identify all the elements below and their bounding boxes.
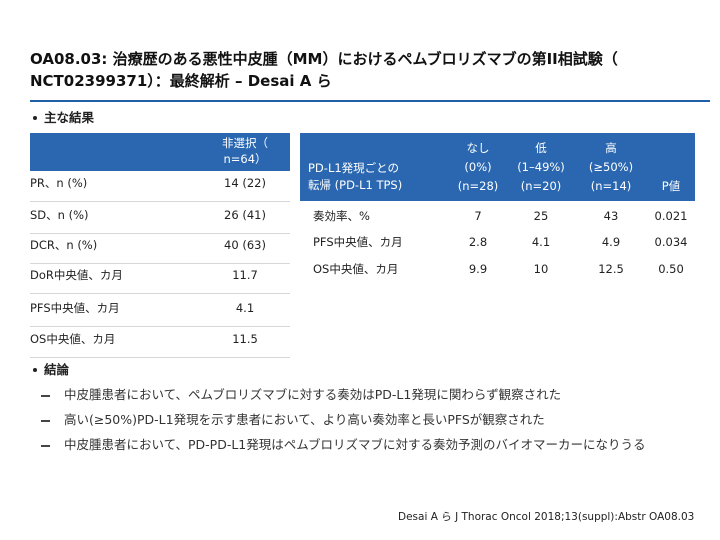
conclusion: 高い(≥50%)PD-L1発現を示す患者において、より高い奏効率と長いPFSが観… xyxy=(64,412,545,427)
cell-value: 12.5 xyxy=(598,262,624,276)
dash xyxy=(41,420,50,422)
footnote: Desai A ら J Thorac Oncol 2018;13(suppl):… xyxy=(398,511,695,523)
header-cell: 非選択（ xyxy=(222,136,268,150)
conclusion: 中皮腫患者において、ペムブロリズマブに対する奏効はPD-L1発現に関わらず観察さ… xyxy=(64,387,562,402)
column-header: (n=20) xyxy=(520,179,562,193)
dash xyxy=(41,395,50,397)
cell-value: 26 (41) xyxy=(224,208,266,222)
cell-value: 10 xyxy=(533,262,549,276)
title-rule xyxy=(30,100,710,102)
bullet xyxy=(33,116,37,120)
row-label: SD、n (%) xyxy=(30,208,89,222)
row-label: PFS中央値、カ月 xyxy=(313,235,403,249)
left-header-bg xyxy=(30,133,290,171)
row-label: OS中央値、カ月 xyxy=(313,262,399,276)
dash xyxy=(41,445,50,447)
column-header: (0%) xyxy=(464,160,492,174)
column-header: 低 xyxy=(535,141,547,155)
cell-value: 25 xyxy=(533,209,549,223)
cell-value: 0.021 xyxy=(654,209,688,223)
right-header-bg xyxy=(300,133,695,201)
row-label: DCR、n (%) xyxy=(30,238,98,252)
cell-value: 2.8 xyxy=(468,235,488,249)
column-header: (1–49%) xyxy=(517,160,565,174)
title-line: NCT02399371）：最終解析 – Desai A ら xyxy=(30,72,332,90)
column-header: (n=14) xyxy=(590,179,632,193)
cell-value: 14 (22) xyxy=(224,176,266,190)
header-cell: n=64） xyxy=(223,152,267,166)
cell-value: 4.9 xyxy=(601,235,621,249)
cell-value: 40 (63) xyxy=(224,238,266,252)
column-header: なし xyxy=(466,141,490,155)
title-line: OA08.03: 治療歴のある悪性中皮腫（MM）におけるペムブロリズマブの第II… xyxy=(30,50,618,68)
row-rule xyxy=(30,357,290,358)
row-rule xyxy=(30,293,290,294)
cell-value: 4.1 xyxy=(235,301,255,315)
row-rule xyxy=(30,326,290,327)
bullet xyxy=(33,368,37,372)
header-cell: 転帰 (PD-L1 TPS) xyxy=(308,178,403,192)
conclusion: 中皮腫患者において、PD-PD-L1発現はペムブロリズマブに対する奏効予測のバイ… xyxy=(64,437,646,452)
row-label: 奏効率、% xyxy=(313,209,370,223)
column-header: P値 xyxy=(661,179,681,193)
column-header: (n=28) xyxy=(457,179,499,193)
row-rule xyxy=(30,263,290,264)
section-heading: 主な結果 xyxy=(44,110,95,125)
cell-value: 11.7 xyxy=(232,268,258,282)
row-rule xyxy=(30,233,290,234)
cell-value: 7 xyxy=(474,209,482,223)
cell-value: 0.50 xyxy=(658,262,684,276)
cell-value: 43 xyxy=(603,209,619,223)
column-header: (≥50%) xyxy=(588,160,634,174)
row-label: OS中央値、カ月 xyxy=(30,332,116,346)
cell-value: 4.1 xyxy=(531,235,551,249)
cell-value: 9.9 xyxy=(468,262,488,276)
row-label: PR、n (%) xyxy=(30,176,88,190)
row-label: DoR中央値、カ月 xyxy=(30,268,123,282)
section-heading: 結論 xyxy=(44,362,70,377)
row-label: PFS中央値、カ月 xyxy=(30,301,120,315)
cell-value: 0.034 xyxy=(654,235,688,249)
row-rule xyxy=(30,201,290,202)
column-header: 高 xyxy=(605,141,617,155)
cell-value: 11.5 xyxy=(232,332,258,346)
header-cell: PD-L1発現ごとの xyxy=(308,161,400,175)
